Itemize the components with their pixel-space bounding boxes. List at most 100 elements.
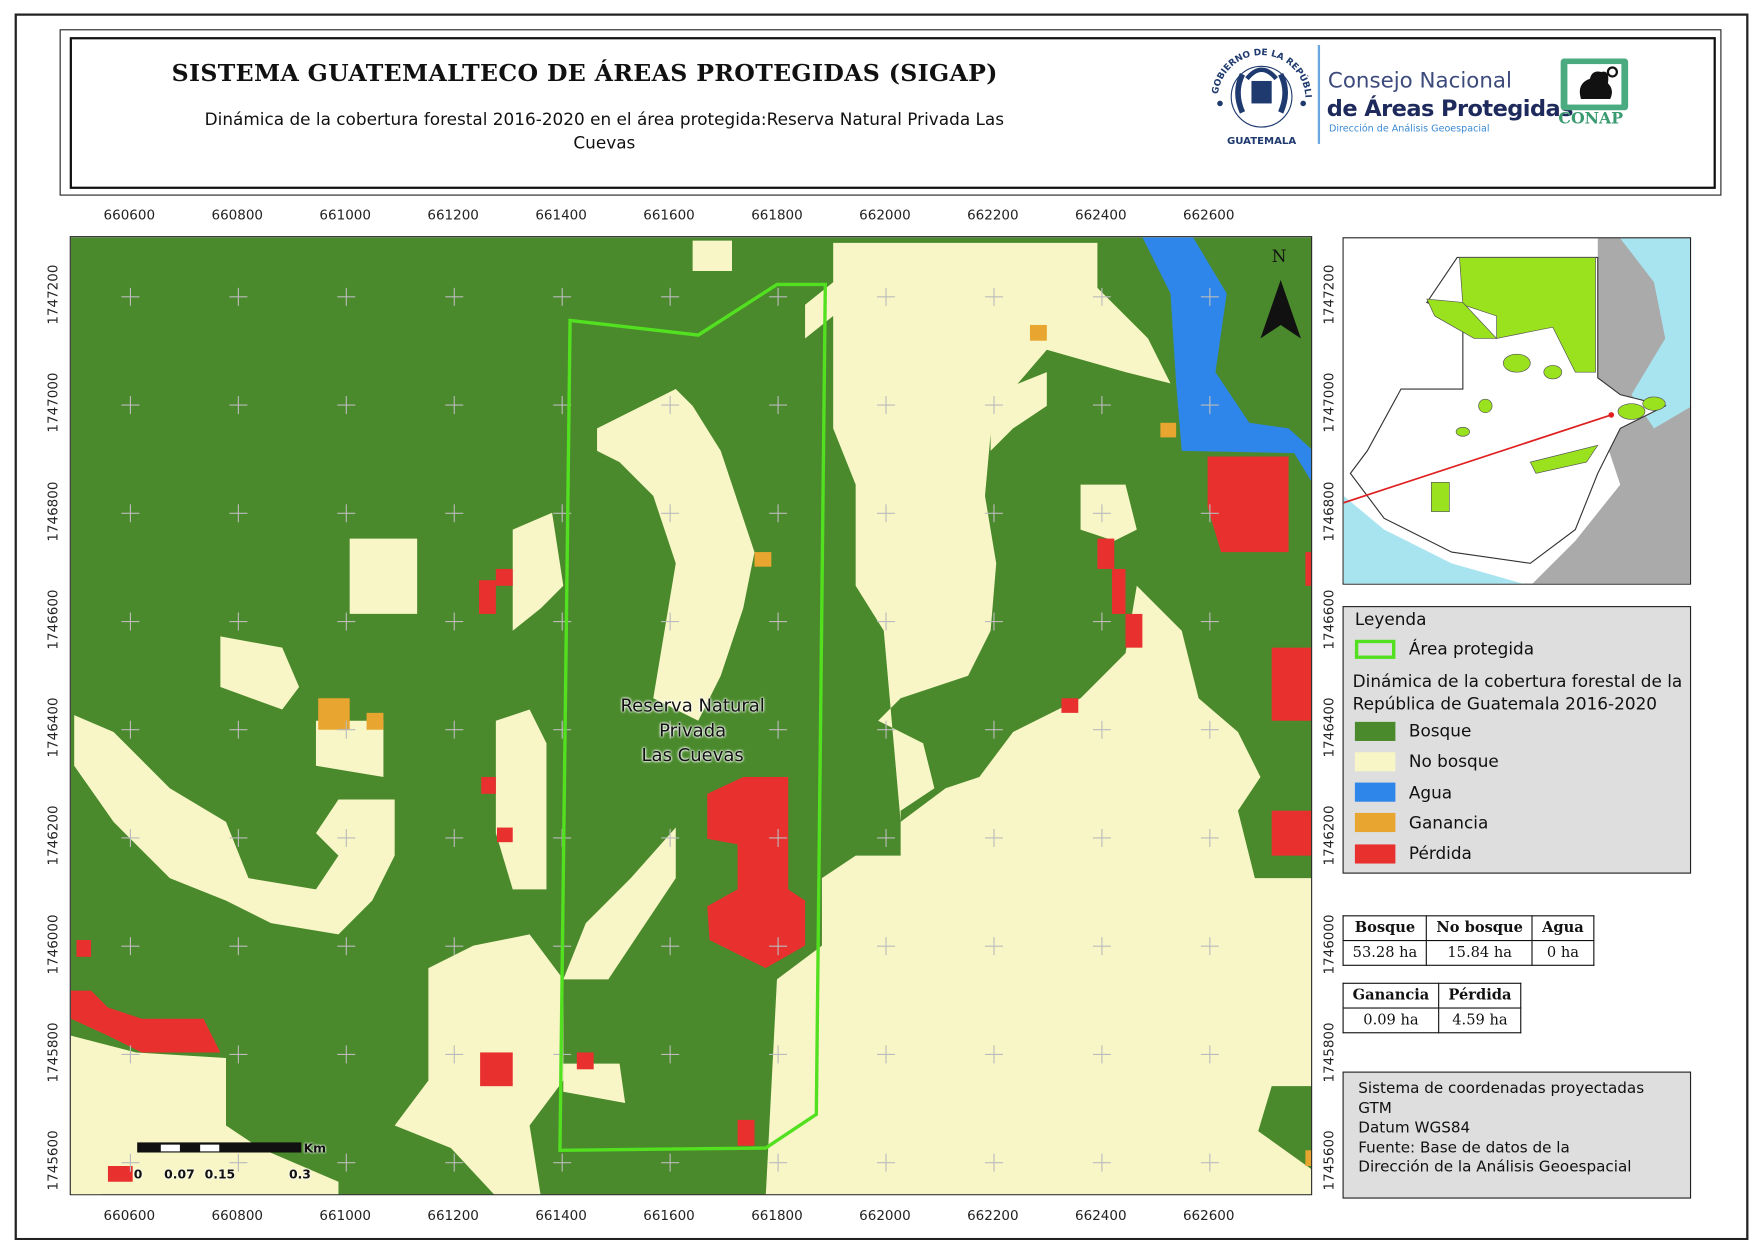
- legend-section-title: Dinámica de la cobertura forestal de la …: [1352, 671, 1683, 714]
- x-tick-label-top: 660600: [103, 206, 156, 223]
- y-tick-label-right: 1747200: [1321, 264, 1337, 325]
- y-tick-label-left: 1747200: [44, 264, 61, 325]
- scale-bar: [137, 1142, 302, 1153]
- logo-divider: [1317, 44, 1321, 144]
- legend-item-pérdida: Pérdida: [1354, 843, 1472, 864]
- info-line: GTM: [1358, 1099, 1392, 1118]
- legend-swatch: [1354, 813, 1396, 833]
- scale-unit: Km: [303, 1141, 327, 1156]
- x-tick-label-bottom: 660800: [211, 1207, 264, 1224]
- guatemala-seal-logo: GOBIERNO DE LA REPÚBLICA GUATEMALA: [1209, 45, 1313, 147]
- y-tick-label-left: 1746000: [44, 913, 61, 974]
- td-bosque: 53.28 ha: [1342, 939, 1428, 966]
- legend-label: Pérdida: [1408, 843, 1472, 864]
- x-tick-label-bottom: 661200: [427, 1207, 479, 1224]
- scale-label-0: 0: [133, 1167, 143, 1182]
- svg-text:GUATEMALA: GUATEMALA: [1227, 136, 1296, 147]
- x-tick-label-top: 662400: [1075, 206, 1127, 223]
- x-tick-label-bottom: 661400: [535, 1207, 587, 1224]
- info-line: Fuente: Base de datos de la: [1358, 1138, 1570, 1157]
- y-tick-label-right: 1746800: [1321, 480, 1337, 542]
- th-perdida: Pérdida: [1438, 982, 1522, 1009]
- y-tick-label-right: 1746000: [1321, 913, 1337, 974]
- legend-label: Agua: [1408, 782, 1453, 803]
- td-ganancia: 0.09 ha: [1342, 1007, 1440, 1034]
- scale-label-3: 0.3: [288, 1167, 311, 1182]
- x-tick-label-bottom: 662200: [967, 1207, 1019, 1224]
- legend-item-bosque: Bosque: [1354, 721, 1471, 741]
- header-frame: [59, 29, 1722, 196]
- north-arrow-icon: [1260, 279, 1301, 339]
- y-tick-label-right: 1747000: [1321, 372, 1337, 433]
- conap-badge-text: CONAP: [1558, 110, 1624, 129]
- y-tick-label-left: 1746400: [44, 697, 61, 758]
- reserve-label-line1: Reserva Natural: [620, 694, 765, 717]
- guatemala-locator: [1343, 238, 1690, 584]
- locator-map[interactable]: [1342, 237, 1692, 585]
- protected-area-outline[interactable]: [558, 282, 828, 1152]
- north-label: N: [1271, 246, 1287, 267]
- legend-title: Leyenda: [1354, 609, 1427, 630]
- reserve-label-line2: Privada: [659, 719, 727, 741]
- reserve-label-line3: Las Cuevas: [641, 744, 744, 766]
- stats-table-change: Ganancia Pérdida 0.09 ha 4.59 ha: [1342, 982, 1522, 1034]
- info-line: Datum WGS84: [1358, 1118, 1471, 1137]
- legend-swatch: [1354, 782, 1396, 802]
- y-tick-label-right: 1746600: [1321, 589, 1337, 650]
- x-tick-label-top: 660800: [211, 206, 264, 223]
- th-bosque: Bosque: [1342, 915, 1428, 942]
- x-tick-label-bottom: 660600: [103, 1207, 156, 1224]
- legend-label: Área protegida: [1408, 638, 1535, 659]
- ganancia-areas: [318, 324, 1312, 1167]
- y-tick-label-left: 1746800: [44, 480, 61, 542]
- main-map[interactable]: N Reserva Natural Privada Las Cuevas Km …: [69, 236, 1313, 1196]
- x-tick-label-bottom: 662400: [1075, 1207, 1127, 1224]
- page-title: SISTEMA GUATEMALTECO DE ÁREAS PROTEGIDAS…: [171, 58, 998, 87]
- x-tick-label-top: 661400: [535, 206, 587, 223]
- forest-cover-raster: [70, 237, 1312, 1195]
- legend-swatch: [1354, 751, 1396, 772]
- logo-conap-line1: Consejo Nacional: [1327, 68, 1512, 94]
- td-agua: 0 ha: [1531, 939, 1594, 966]
- x-tick-label-bottom: 661600: [643, 1207, 695, 1224]
- legend-item-ganancia: Ganancia: [1354, 813, 1488, 833]
- x-tick-label-bottom: 661000: [319, 1207, 371, 1224]
- x-tick-label-top: 661800: [751, 206, 803, 223]
- th-ganancia: Ganancia: [1342, 982, 1440, 1009]
- x-tick-label-bottom: 662000: [859, 1207, 911, 1224]
- stats-table-cover: Bosque No bosque Agua 53.28 ha 15.84 ha 0 ha: [1342, 915, 1594, 966]
- legend-item-agua: Agua: [1354, 782, 1453, 803]
- legend: Leyenda Área protegida Dinámica de la co…: [1342, 606, 1692, 874]
- reserve-label: Reserva Natural Privada Las Cuevas: [586, 694, 800, 768]
- th-no-bosque: No bosque: [1426, 915, 1534, 942]
- x-tick-label-bottom: 662600: [1182, 1207, 1235, 1224]
- scale-label-1: 0.07: [164, 1167, 195, 1182]
- info-box: Sistema de coordenadas proyectadas GTM D…: [1342, 1071, 1692, 1199]
- td-no-bosque: 15.84 ha: [1426, 939, 1534, 966]
- scale-label-2: 0.15: [204, 1167, 236, 1182]
- legend-swatch: [1354, 721, 1396, 741]
- y-tick-label-right: 1745800: [1321, 1022, 1337, 1083]
- header-box: [69, 37, 1716, 189]
- y-tick-label-right: 1746400: [1321, 697, 1337, 758]
- legend-label: No bosque: [1408, 751, 1499, 772]
- x-tick-label-top: 662000: [859, 206, 911, 223]
- conap-monkey-logo: [1560, 58, 1629, 111]
- y-tick-label-left: 1745800: [44, 1022, 61, 1083]
- legend-item-protected-area: Área protegida: [1354, 638, 1535, 659]
- x-tick-label-top: 662600: [1182, 206, 1235, 223]
- x-tick-label-bottom: 661800: [751, 1207, 803, 1224]
- legend-swatch: [1354, 639, 1396, 659]
- y-tick-label-right: 1746200: [1321, 805, 1337, 866]
- y-tick-label-right: 1745600: [1321, 1130, 1337, 1191]
- no-bosque-areas: [70, 240, 1312, 1195]
- th-agua: Agua: [1531, 915, 1594, 942]
- td-perdida: 4.59 ha: [1438, 1007, 1522, 1034]
- perdida-areas: [70, 456, 1312, 1182]
- x-tick-label-top: 662200: [967, 206, 1019, 223]
- y-tick-label-left: 1745600: [44, 1130, 61, 1191]
- legend-swatch: [1354, 844, 1396, 864]
- legend-item-no-bosque: No bosque: [1354, 751, 1499, 772]
- x-tick-label-top: 661000: [319, 206, 371, 223]
- y-tick-label-left: 1746600: [44, 589, 61, 650]
